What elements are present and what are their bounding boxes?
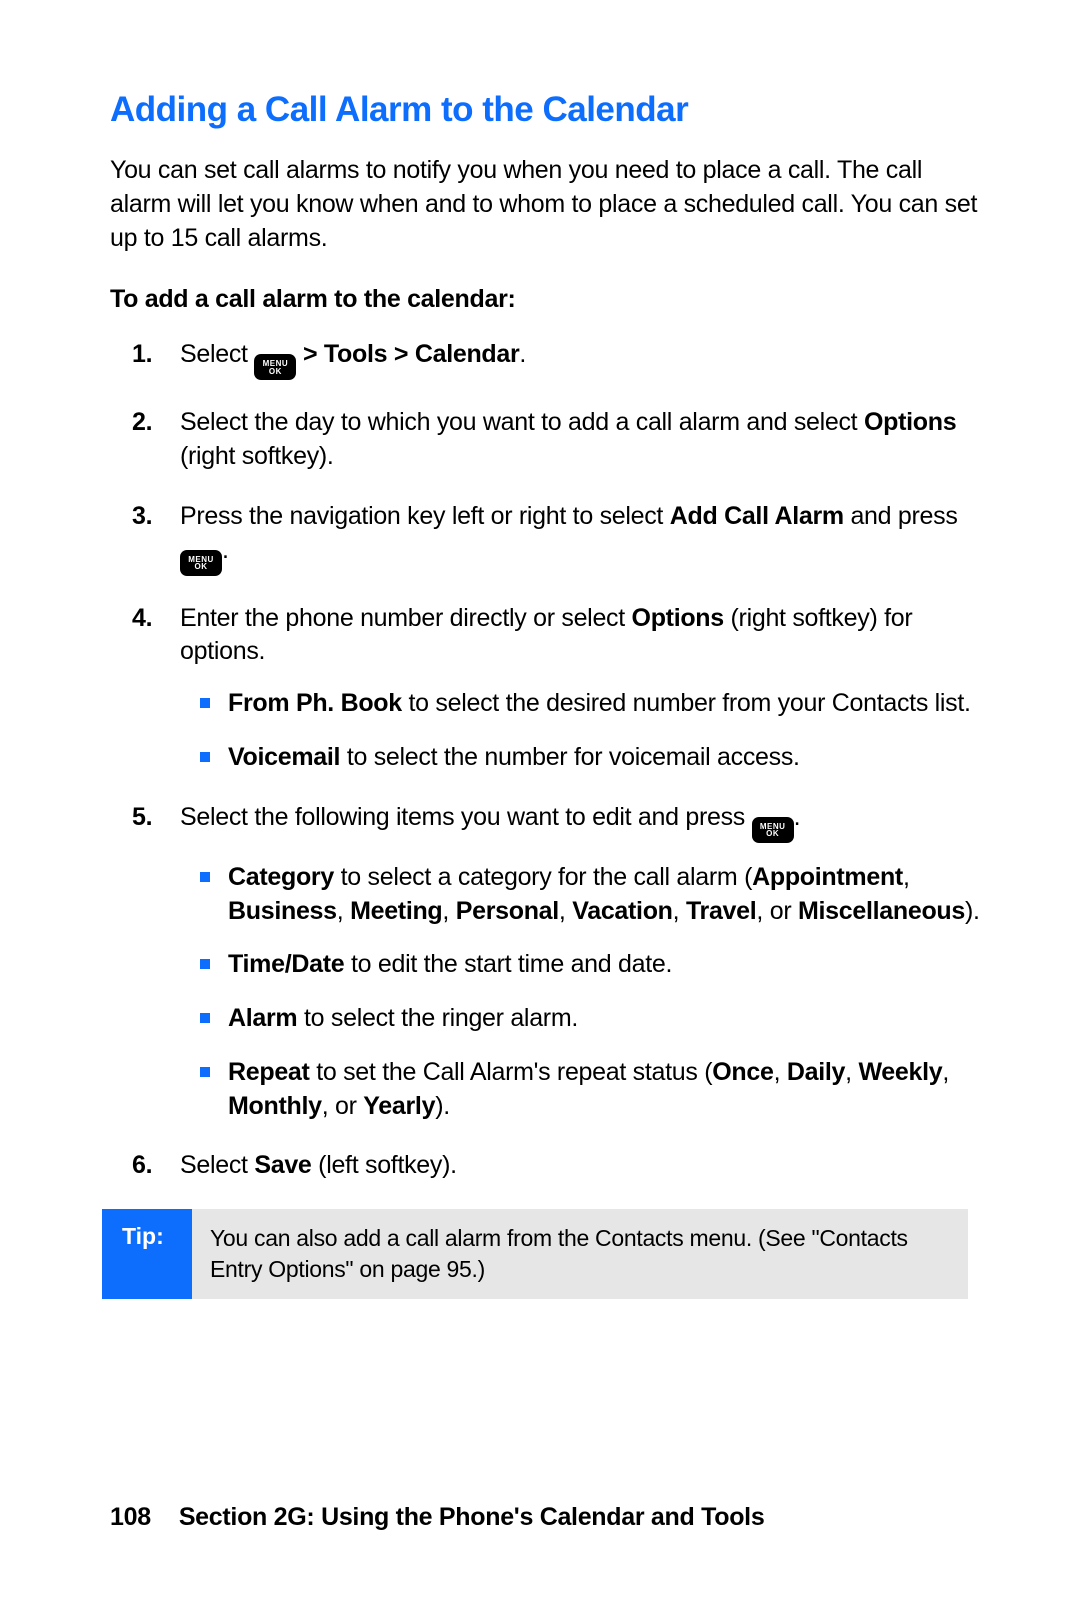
menu-ok-key-icon: MENUOK	[752, 817, 794, 843]
step-bold: > Tools > Calendar	[296, 340, 519, 368]
step-text: (left softkey).	[312, 1151, 457, 1179]
tip-box: Tip: You can also add a call alarm from …	[102, 1209, 968, 1299]
sub-item: Category to select a category for the ca…	[228, 861, 980, 929]
menu-ok-key-icon: MENUOK	[180, 550, 222, 576]
sub-item: Time/Date to edit the start time and dat…	[228, 948, 980, 982]
menu-ok-key-icon: MENUOK	[254, 354, 296, 380]
step-text: Press the navigation key left or right t…	[180, 502, 670, 530]
procedure-subheading: To add a call alarm to the calendar:	[110, 285, 980, 314]
step-5: Select the following items you want to e…	[180, 801, 980, 1124]
step-text: and press	[844, 502, 958, 530]
step-text: Select	[180, 1151, 254, 1179]
step-4: Enter the phone number directly or selec…	[180, 602, 980, 775]
intro-paragraph: You can set call alarms to notify you wh…	[110, 154, 980, 255]
step-2: Select the day to which you want to add …	[180, 406, 980, 474]
sub-item: From Ph. Book to select the desired numb…	[228, 687, 980, 721]
section-title: Section 2G: Using the Phone's Calendar a…	[179, 1503, 765, 1531]
step-6: Select Save (left softkey).	[180, 1149, 980, 1183]
step-bold: Add Call Alarm	[670, 502, 844, 530]
page-number: 108	[110, 1503, 151, 1531]
sub-item: Voicemail to select the number for voice…	[228, 741, 980, 775]
page-footer: 108 Section 2G: Using the Phone's Calenda…	[110, 1503, 764, 1532]
sub-item: Alarm to select the ringer alarm.	[228, 1002, 980, 1036]
step-text: Select	[180, 340, 254, 368]
tip-body: You can also add a call alarm from the C…	[192, 1209, 968, 1299]
step-bold: Options	[864, 408, 956, 436]
step-text: Select the following items you want to e…	[180, 803, 752, 831]
page-heading: Adding a Call Alarm to the Calendar	[110, 90, 980, 130]
steps-list: Select MENUOK > Tools > Calendar. Select…	[110, 338, 980, 1183]
step-bold: Save	[254, 1151, 311, 1179]
step-5-sublist: Category to select a category for the ca…	[180, 861, 980, 1124]
document-page: Adding a Call Alarm to the Calendar You …	[0, 0, 1080, 1299]
step-4-sublist: From Ph. Book to select the desired numb…	[180, 687, 980, 775]
step-text: .	[222, 536, 229, 564]
step-3: Press the navigation key left or right t…	[180, 500, 980, 576]
step-text: (right softkey).	[180, 442, 334, 470]
sub-item: Repeat to set the Call Alarm's repeat st…	[228, 1056, 980, 1124]
step-text: .	[519, 340, 526, 368]
step-bold: Options	[632, 604, 724, 632]
tip-label: Tip:	[102, 1209, 192, 1299]
step-text: .	[794, 803, 801, 831]
step-1: Select MENUOK > Tools > Calendar.	[180, 338, 980, 380]
step-text: Select the day to which you want to add …	[180, 408, 864, 436]
step-text: Enter the phone number directly or selec…	[180, 604, 632, 632]
